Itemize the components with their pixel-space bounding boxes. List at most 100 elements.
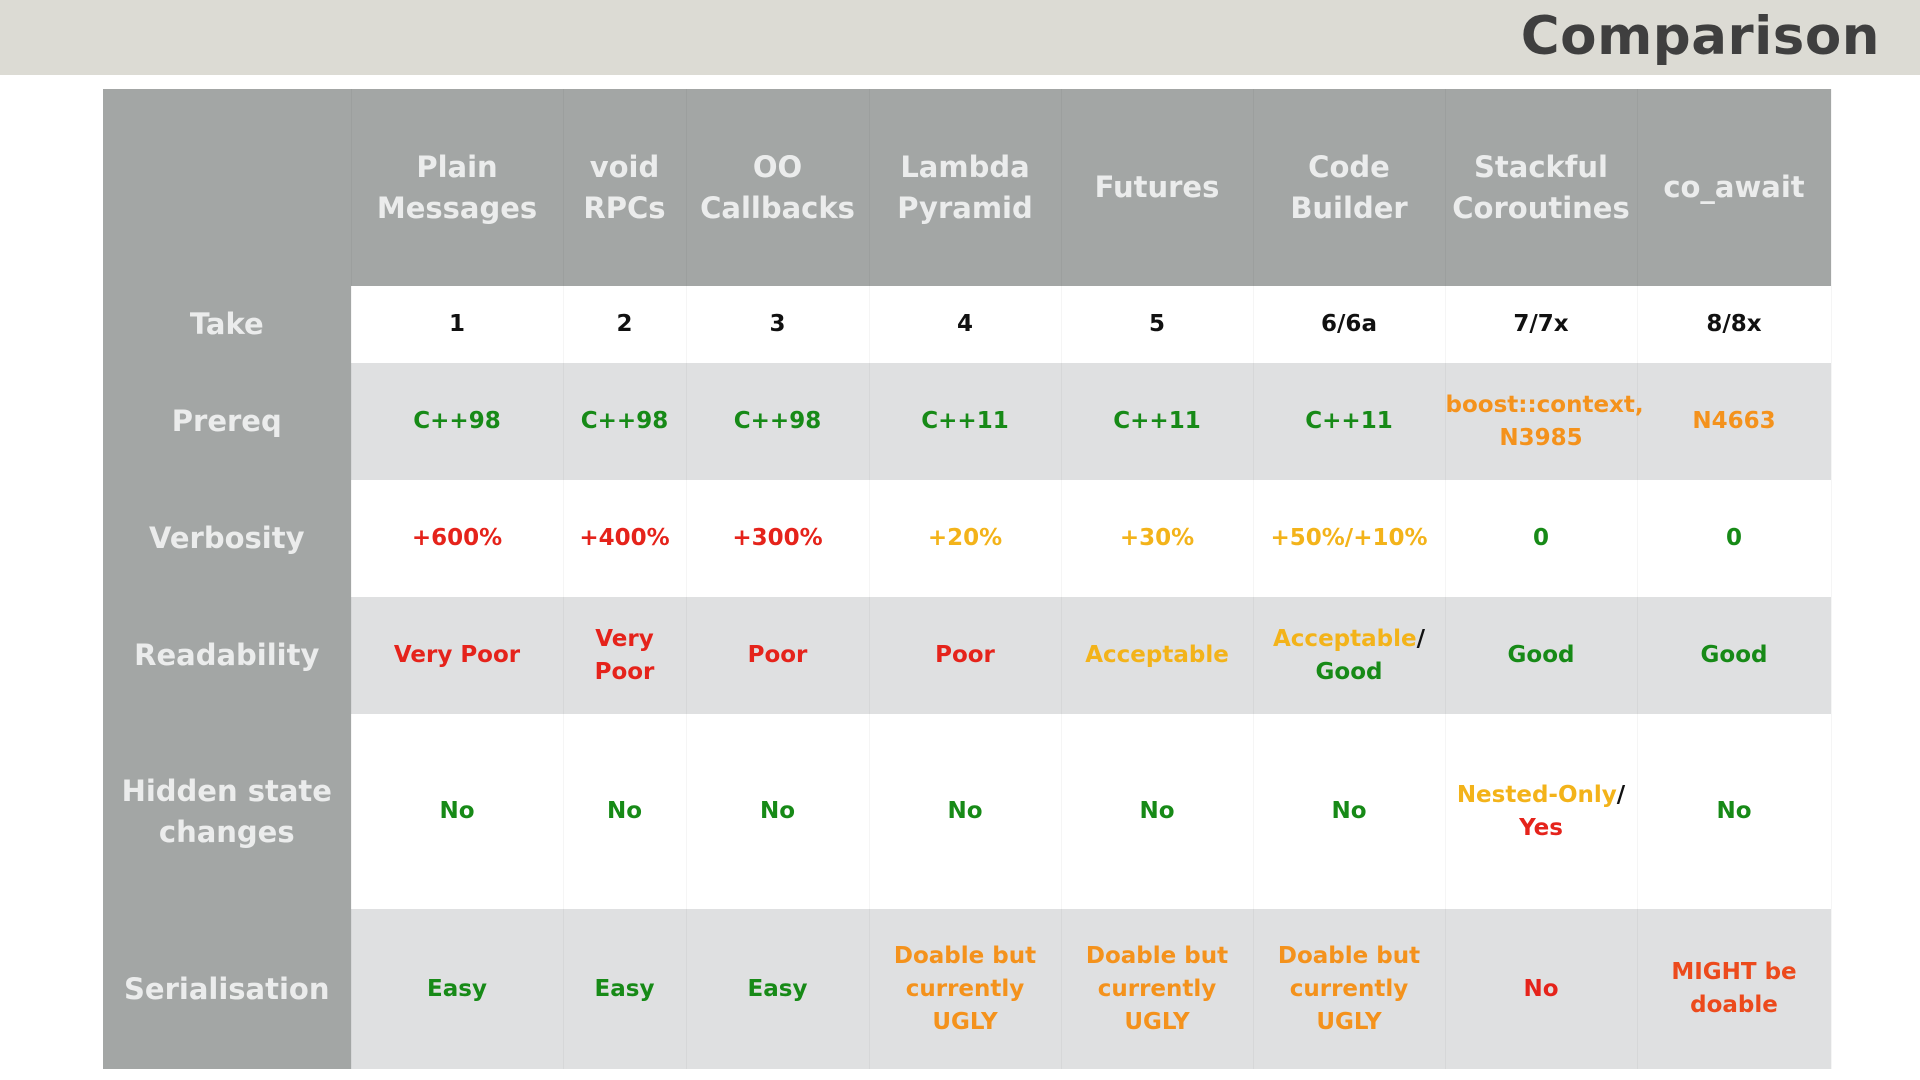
column-header: Lambda Pyramid [869, 89, 1062, 286]
cell-value: Easy [747, 975, 808, 1002]
cell-value: / [1416, 625, 1425, 652]
row-header: Verbosity [103, 480, 352, 597]
cell-value: currently UGLY [1289, 975, 1409, 1035]
cell-value: currently UGLY [905, 975, 1025, 1035]
cell-value: No [1523, 975, 1559, 1002]
cell-value: Good [1700, 642, 1768, 668]
table-cell: 2 [563, 286, 687, 363]
table-cell: C++98 [563, 363, 687, 480]
cell-value: C++98 [733, 408, 822, 434]
table-cell: Acceptable/ Good [1253, 597, 1446, 714]
table-cell: +50%/+10% [1253, 480, 1446, 597]
table-cell: Poor [869, 597, 1062, 714]
table-cell: No [686, 714, 870, 909]
table-cell: Poor [686, 597, 870, 714]
cell-value: 7/7x [1513, 311, 1569, 337]
column-header: Futures [1061, 89, 1254, 286]
cell-value: doable [1690, 992, 1778, 1018]
table-row: Serialisation Easy Easy Easy Doable but curre… [103, 909, 1832, 1069]
cell-value: +50%/+10% [1270, 525, 1428, 551]
cell-value: Doable but [1085, 942, 1229, 969]
table-cell: Doable but currently UGLY [1061, 909, 1254, 1069]
table-cell: 5 [1061, 286, 1254, 363]
table-cell: No [1061, 714, 1254, 909]
cell-value: Poor [935, 642, 995, 668]
table-row: Take 1 2 3 4 5 6/6a 7/7x 8/8x [103, 286, 1832, 363]
table-cell: C++11 [1061, 363, 1254, 480]
table-cell: +400% [563, 480, 687, 597]
cell-value: N3985 [1499, 424, 1583, 451]
cell-value: 6/6a [1321, 311, 1377, 337]
table-cell: C++98 [686, 363, 870, 480]
cell-value: C++98 [413, 408, 501, 434]
cell-value: MIGHT be [1671, 959, 1797, 985]
table-cell: +30% [1061, 480, 1254, 597]
table-cell: C++98 [351, 363, 564, 480]
table-cell: Easy [686, 909, 870, 1069]
title-bar: Comparison [0, 0, 1920, 75]
cell-value: No [759, 798, 796, 824]
cell-value: Good [1315, 658, 1383, 685]
cell-value: / [1616, 781, 1626, 808]
table-cell: Good [1637, 597, 1832, 714]
table-row: Prereq C++98 C++98 C++98 C++11 C++11 C++11 boos… [103, 363, 1832, 480]
column-header: Stackful Coroutines [1445, 89, 1638, 286]
table-cell: No [1637, 714, 1832, 909]
column-header: OO Callbacks [686, 89, 870, 286]
table-cell: +600% [351, 480, 564, 597]
cell-value: 2 [616, 311, 633, 337]
table-cell: No [869, 714, 1062, 909]
column-header: Code Builder [1253, 89, 1446, 286]
cell-value: +300% [732, 525, 823, 551]
table-cell: No [1253, 714, 1446, 909]
column-header: Plain Messages [351, 89, 564, 286]
table-cell: 3 [686, 286, 870, 363]
header-row: Plain Messages void RPCs OO Callbacks Lambd… [103, 89, 1832, 286]
table-cell: Doable but currently UGLY [1253, 909, 1446, 1069]
table-cell: N4663 [1637, 363, 1832, 480]
table-cell: Easy [351, 909, 564, 1069]
corner-cell [103, 89, 352, 286]
table-cell: 7/7x [1445, 286, 1638, 363]
cell-value: 5 [1148, 311, 1165, 337]
cell-value: C++11 [921, 408, 1009, 434]
cell-value: currently UGLY [1097, 975, 1217, 1035]
comparison-table: Plain Messages void RPCs OO Callbacks Lambd… [103, 89, 1832, 1069]
cell-value: C++11 [1305, 408, 1393, 434]
table-cell: No [563, 714, 687, 909]
cell-value: Very Poor [393, 642, 521, 668]
cell-value: boost::context, [1445, 391, 1644, 418]
cell-value: Poor [747, 642, 808, 668]
cell-value: No [1139, 798, 1175, 824]
table-cell: 8/8x [1637, 286, 1832, 363]
cell-value: +30% [1119, 525, 1195, 551]
table-cell: MIGHT be doable [1637, 909, 1832, 1069]
cell-value: 4 [956, 311, 973, 337]
table-row: Hidden state changes No No No No No No Nested-On… [103, 714, 1832, 909]
table-cell: +20% [869, 480, 1062, 597]
table-cell: boost::context,N3985 [1445, 363, 1644, 480]
cell-value: Easy [594, 975, 655, 1002]
table-cell: No [1445, 909, 1638, 1069]
column-header: void RPCs [563, 89, 687, 286]
cell-value: +600% [411, 525, 503, 551]
slide-title: Comparison [1520, 6, 1880, 67]
cell-value: No [947, 798, 983, 824]
cell-value: +400% [579, 525, 670, 551]
cell-value: Nested-Only [1456, 781, 1617, 808]
row-header: Prereq [103, 363, 352, 480]
cell-value: +20% [927, 525, 1003, 551]
row-header: Hidden state changes [103, 714, 352, 909]
cell-value: Acceptable [1273, 625, 1417, 652]
column-header: co_await [1637, 89, 1832, 286]
cell-value: Very Poor [594, 625, 655, 685]
table-cell: +300% [686, 480, 870, 597]
table-row: Verbosity +600% +400% +300% +20% +30% +50%/+10… [103, 480, 1832, 597]
table-cell: Acceptable [1061, 597, 1254, 714]
cell-value: C++98 [580, 408, 669, 434]
cell-value: No [1331, 798, 1367, 824]
cell-value: 3 [769, 311, 786, 337]
cell-value: 1 [448, 311, 465, 337]
table-cell: No [351, 714, 564, 909]
table-cell: Very Poor [563, 597, 687, 714]
